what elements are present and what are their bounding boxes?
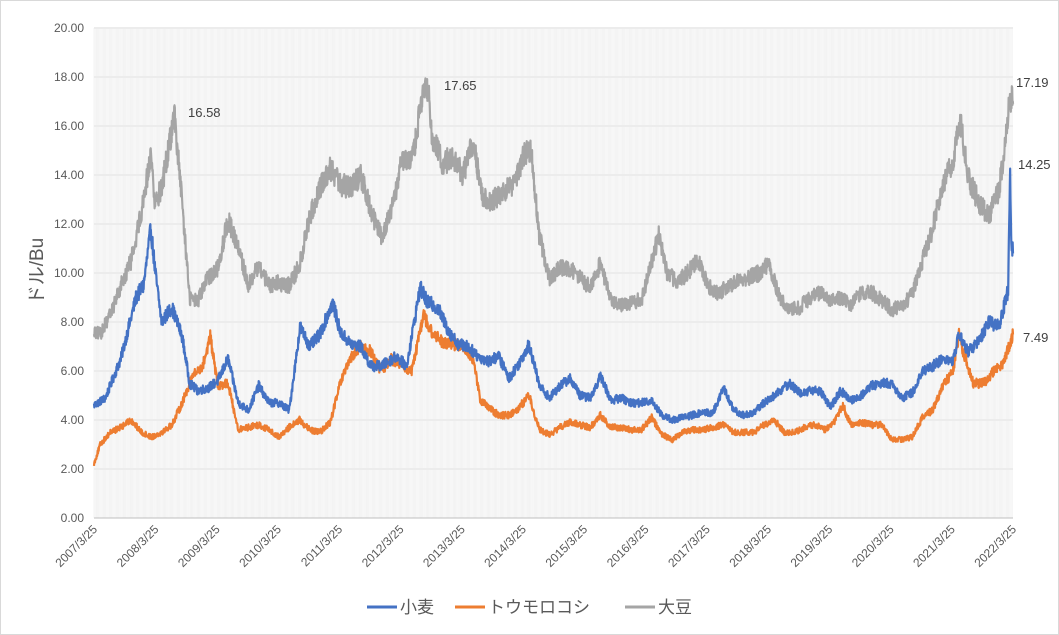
x-tick-label: 2014/3/25 xyxy=(481,522,529,570)
x-tick-labels: 2007/3/25 2008/3/25 2009/3/25 2010/3/25 2011… xyxy=(52,522,1019,570)
legend-label: 大豆 xyxy=(658,598,692,617)
x-tick-label: 2010/3/25 xyxy=(236,522,284,570)
y-tick-label: 6.00 xyxy=(61,364,85,378)
y-axis-label: ドル/Bu xyxy=(27,238,48,305)
x-tick-label: 2020/3/25 xyxy=(849,522,897,570)
legend-label: 小麦 xyxy=(400,598,434,617)
x-tick-label: 2013/3/25 xyxy=(420,522,468,570)
legend: 小麦 トウモロコシ 大豆 xyxy=(367,598,692,617)
x-tick-label: 2015/3/25 xyxy=(543,522,591,570)
x-tick-label: 2012/3/25 xyxy=(359,522,407,570)
x-tick-label: 2009/3/25 xyxy=(175,522,223,570)
x-tick-label: 2017/3/25 xyxy=(665,522,713,570)
data-label: 7.49 xyxy=(1023,330,1048,345)
y-tick-label: 10.00 xyxy=(54,266,84,280)
data-annotations: 16.58 17.65 17.19 14.25 7.49 xyxy=(188,75,1051,345)
x-tick-label: 2021/3/25 xyxy=(910,522,958,570)
y-tick-label: 12.00 xyxy=(54,217,84,231)
y-tick-label: 2.00 xyxy=(61,462,85,476)
series-line-1 xyxy=(92,309,1015,467)
y-tick-label: 4.00 xyxy=(61,413,85,427)
x-tick-label: 2007/3/25 xyxy=(52,522,100,570)
x-tick-label: 2022/3/25 xyxy=(971,522,1019,570)
y-tick-label: 16.00 xyxy=(54,119,84,133)
legend-label: トウモロコシ xyxy=(488,598,590,617)
x-tick-label: 2018/3/25 xyxy=(726,522,774,570)
data-label: 17.65 xyxy=(444,78,477,93)
x-tick-label: 2016/3/25 xyxy=(604,522,652,570)
series-line-0 xyxy=(92,167,1015,424)
x-tick-label: 2019/3/25 xyxy=(788,522,836,570)
y-tick-label: 0.00 xyxy=(61,511,85,525)
x-tick-label: 2008/3/25 xyxy=(114,522,162,570)
x-tick-label: 2011/3/25 xyxy=(298,522,345,569)
y-tick-label: 20.00 xyxy=(54,21,84,35)
data-label: 14.25 xyxy=(1018,157,1051,172)
series-line-2 xyxy=(92,77,1015,340)
data-label: 17.19 xyxy=(1016,75,1049,90)
y-tick-label: 14.00 xyxy=(54,168,84,182)
y-tick-label: 18.00 xyxy=(54,70,84,84)
data-label: 16.58 xyxy=(188,105,221,120)
y-tick-label: 8.00 xyxy=(61,315,85,329)
series-lines xyxy=(92,77,1015,467)
y-tick-labels: 0.00 2.00 4.00 6.00 8.00 10.00 12.00 14.00 16.00… xyxy=(54,21,84,525)
